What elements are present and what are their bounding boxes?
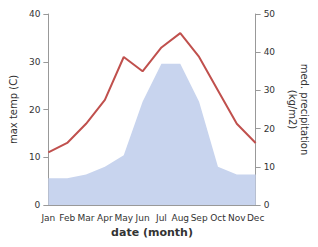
svg-text:date (month): date (month)	[111, 226, 193, 239]
svg-text:0: 0	[264, 200, 270, 210]
svg-text:Nov: Nov	[228, 213, 246, 223]
svg-text:Oct: Oct	[210, 213, 226, 223]
svg-text:Dec: Dec	[247, 213, 264, 223]
svg-text:(kg/m2): (kg/m2)	[287, 90, 298, 130]
svg-text:Sep: Sep	[191, 213, 208, 223]
svg-text:Aug: Aug	[171, 213, 189, 223]
svg-text:30: 30	[29, 57, 41, 67]
svg-text:50: 50	[264, 9, 276, 19]
svg-text:20: 20	[264, 124, 276, 134]
svg-text:10: 10	[29, 152, 41, 162]
svg-text:10: 10	[264, 162, 276, 172]
svg-text:20: 20	[29, 105, 41, 115]
svg-text:Jan: Jan	[40, 213, 55, 223]
svg-text:0: 0	[35, 200, 41, 210]
svg-text:30: 30	[264, 85, 276, 95]
svg-text:40: 40	[264, 47, 276, 57]
svg-text:max temp (C): max temp (C)	[8, 75, 19, 144]
svg-text:Apr: Apr	[97, 213, 113, 223]
svg-text:Feb: Feb	[59, 213, 75, 223]
svg-text:May: May	[114, 213, 133, 223]
svg-text:Mar: Mar	[78, 213, 95, 223]
svg-text:Jul: Jul	[155, 213, 167, 223]
svg-text:40: 40	[29, 9, 41, 19]
svg-text:med. precipitation: med. precipitation	[299, 64, 310, 156]
svg-text:Jun: Jun	[135, 213, 150, 223]
